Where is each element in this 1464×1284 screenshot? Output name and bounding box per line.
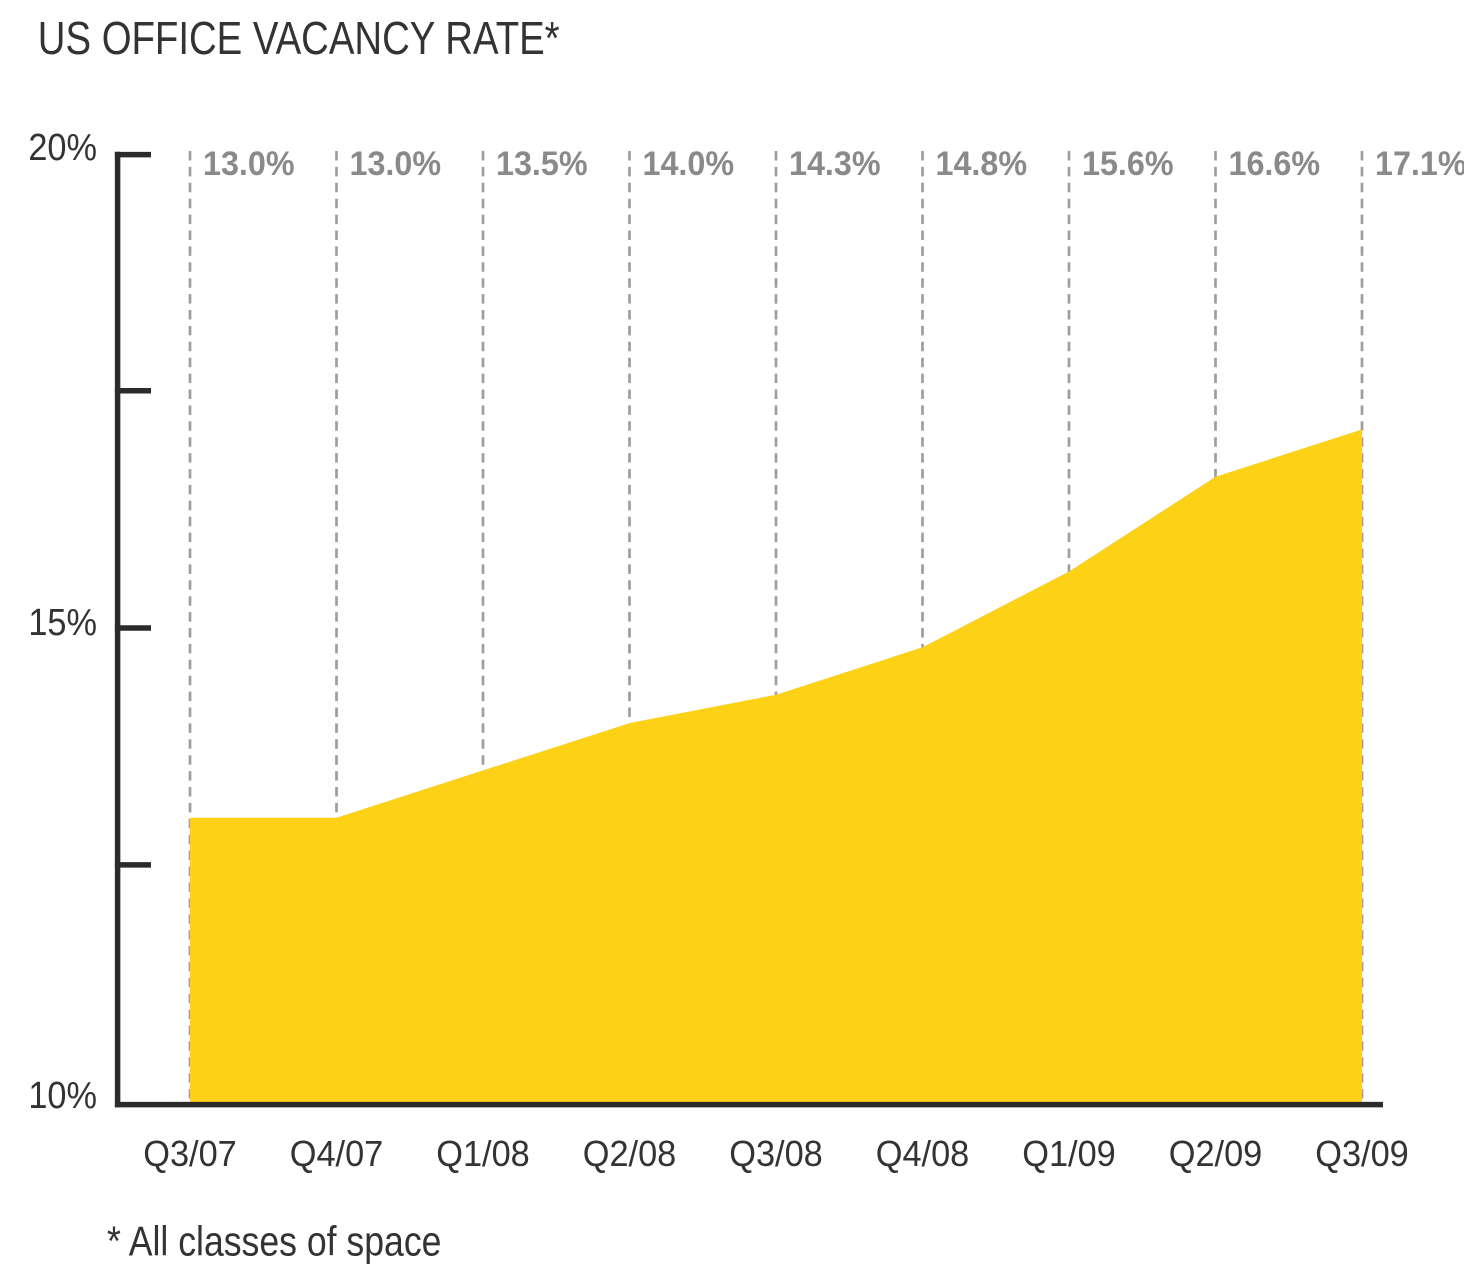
svg-text:Q2/09: Q2/09 bbox=[1169, 1134, 1263, 1174]
svg-text:US OFFICE VACANCY RATE*: US OFFICE VACANCY RATE* bbox=[38, 13, 560, 64]
svg-text:* All classes of space: * All classes of space bbox=[107, 1219, 441, 1265]
svg-text:Q2/08: Q2/08 bbox=[583, 1134, 677, 1174]
svg-text:14.0%: 14.0% bbox=[643, 145, 735, 183]
svg-text:20%: 20% bbox=[28, 125, 97, 168]
svg-text:Q4/08: Q4/08 bbox=[876, 1134, 970, 1174]
svg-text:Q3/09: Q3/09 bbox=[1315, 1134, 1409, 1174]
svg-text:14.3%: 14.3% bbox=[789, 145, 881, 183]
svg-text:Q1/08: Q1/08 bbox=[436, 1134, 530, 1174]
svg-text:16.6%: 16.6% bbox=[1229, 145, 1321, 183]
svg-text:Q3/07: Q3/07 bbox=[143, 1134, 237, 1174]
svg-text:10%: 10% bbox=[28, 1073, 97, 1116]
svg-text:13.5%: 13.5% bbox=[496, 145, 588, 183]
svg-text:15.6%: 15.6% bbox=[1082, 145, 1174, 183]
svg-text:15%: 15% bbox=[28, 600, 97, 643]
svg-text:Q4/07: Q4/07 bbox=[290, 1134, 384, 1174]
svg-text:17.1%: 17.1% bbox=[1375, 145, 1464, 183]
svg-text:14.8%: 14.8% bbox=[936, 145, 1028, 183]
svg-text:Q1/09: Q1/09 bbox=[1022, 1134, 1116, 1174]
svg-text:13.0%: 13.0% bbox=[203, 145, 295, 183]
svg-text:13.0%: 13.0% bbox=[350, 145, 442, 183]
svg-text:Q3/08: Q3/08 bbox=[729, 1134, 823, 1174]
